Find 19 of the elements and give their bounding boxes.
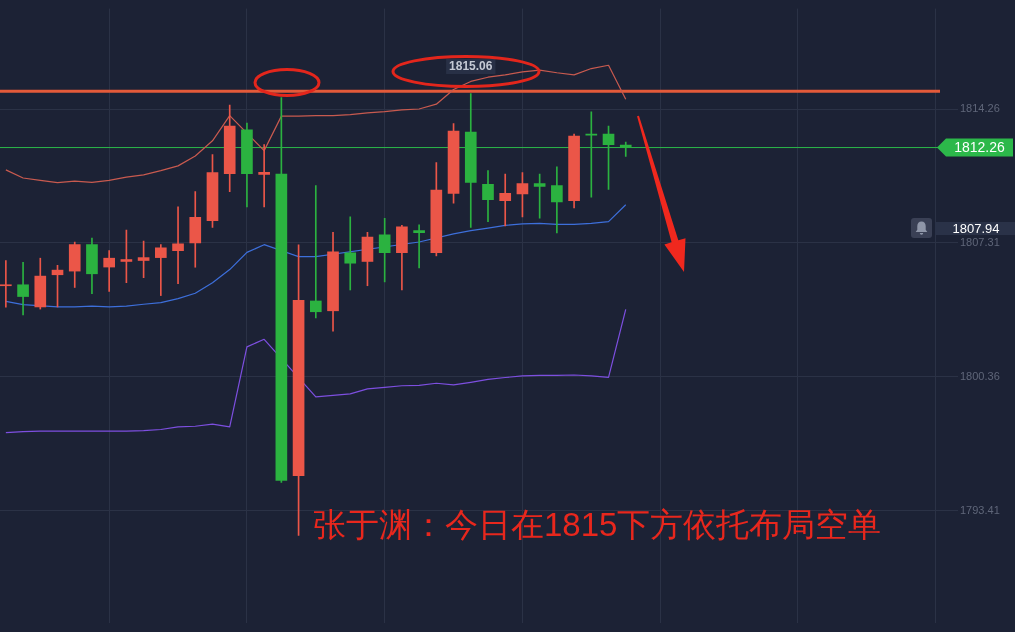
candlestick <box>155 244 167 296</box>
candlestick <box>172 206 184 284</box>
y-tick-label: 1800.36 <box>960 369 1000 382</box>
y-tick-label: 1793.41 <box>960 503 1000 516</box>
y-tick-label: 1814.26 <box>960 102 1000 115</box>
candlestick <box>344 216 357 291</box>
text: 1807.94 <box>952 220 1000 236</box>
candlestick <box>551 166 563 234</box>
candlestick <box>309 185 322 319</box>
candlestick <box>499 173 512 227</box>
candlestick <box>413 224 425 269</box>
ref-line-label: 1812.26 <box>954 138 1006 155</box>
candlestick <box>0 260 12 308</box>
text: 1815.06 <box>449 59 493 74</box>
candlestick <box>17 262 29 316</box>
annotation: 张于渊：今日在1815下方依托布局空单 <box>313 506 882 543</box>
y-tick-label: 1807.31 <box>960 235 1000 248</box>
candlestick <box>103 250 115 292</box>
candlestick <box>258 144 270 208</box>
